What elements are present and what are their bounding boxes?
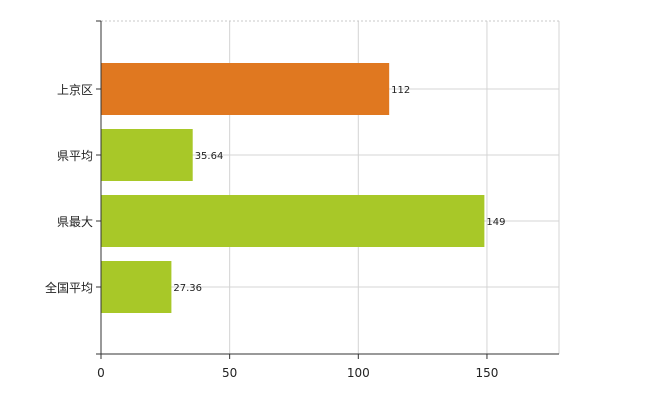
data-label: 27.36 [173,283,202,294]
bar [101,129,193,181]
data-label: 112 [391,85,410,96]
label-layer: 112 上京区 35.64 県平均 149 県最大 27.36 全国平均 0 50 100 150 [45,83,505,380]
category-label: 県平均 [57,149,93,163]
bar [101,63,390,115]
bar [101,195,485,247]
x-tick-label: 150 [476,366,499,380]
data-label: 149 [486,217,505,228]
x-tick-label: 100 [347,366,370,380]
bar-layer [101,63,485,313]
axis-layer [96,20,559,359]
category-label: 上京区 [57,83,93,97]
bar [101,261,172,313]
category-label: 全国平均 [45,280,93,295]
x-tick-label: 50 [222,366,237,380]
category-label: 県最大 [57,215,93,229]
data-label: 35.64 [195,151,224,162]
x-tick-label: 0 [97,366,105,380]
